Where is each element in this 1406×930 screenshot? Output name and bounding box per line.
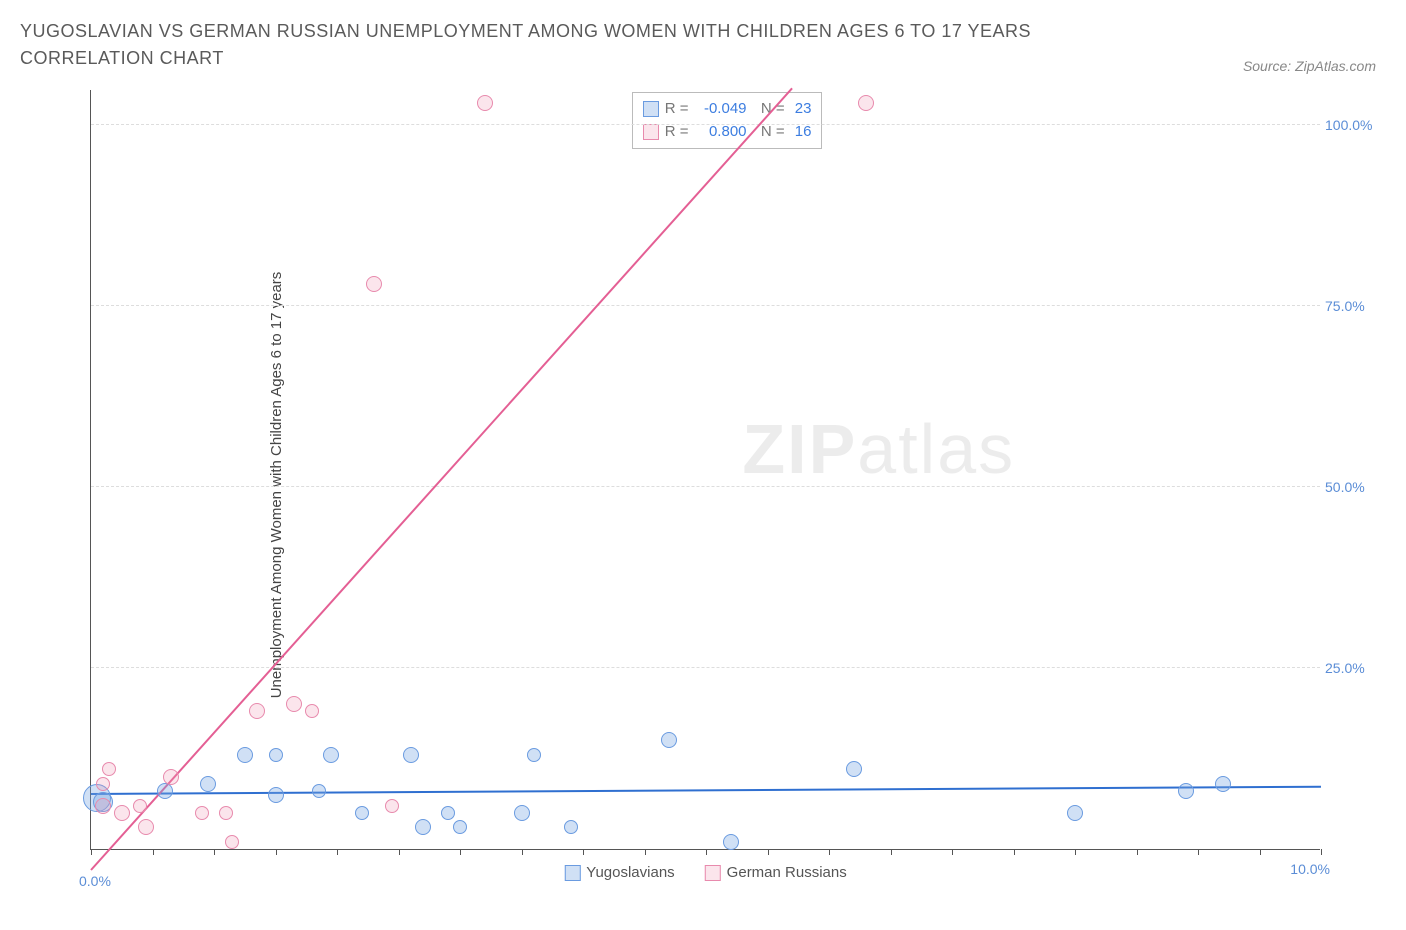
data-point: [453, 820, 467, 834]
data-point: [268, 787, 284, 803]
data-point: [138, 819, 154, 835]
legend-item: Yugoslavians: [564, 864, 674, 881]
y-tick-label: 25.0%: [1325, 660, 1380, 676]
x-tick: [645, 849, 646, 855]
data-point: [95, 798, 111, 814]
data-point: [200, 776, 216, 792]
x-tick-label: 0.0%: [79, 873, 111, 889]
data-point: [286, 696, 302, 712]
data-point: [157, 783, 173, 799]
data-point: [96, 777, 110, 791]
data-point: [219, 806, 233, 820]
x-tick: [1014, 849, 1015, 855]
x-tick: [768, 849, 769, 855]
watermark: ZIPatlas: [742, 409, 1015, 489]
data-point: [305, 704, 319, 718]
source-label: Source: ZipAtlas.com: [1243, 58, 1376, 74]
legend-label: German Russians: [727, 864, 847, 881]
data-point: [249, 703, 265, 719]
data-point: [846, 761, 862, 777]
x-tick: [1260, 849, 1261, 855]
x-tick: [153, 849, 154, 855]
data-point: [195, 806, 209, 820]
x-tick: [276, 849, 277, 855]
data-point: [527, 748, 541, 762]
data-point: [385, 799, 399, 813]
x-tick: [214, 849, 215, 855]
chart-area: Unemployment Among Women with Children A…: [55, 90, 1375, 880]
legend-r-value: -0.049: [695, 98, 747, 121]
data-point: [1215, 776, 1231, 792]
watermark-bold: ZIP: [742, 410, 857, 488]
legend-swatch: [705, 865, 721, 881]
data-point: [102, 762, 116, 776]
legend-swatch: [643, 101, 659, 117]
legend-stats-box: R =-0.049 N = 23R =0.800 N = 16: [632, 92, 823, 149]
data-point: [114, 805, 130, 821]
y-tick-label: 100.0%: [1325, 117, 1380, 133]
x-tick: [460, 849, 461, 855]
gridline: [91, 667, 1320, 668]
x-tick: [891, 849, 892, 855]
trendline: [90, 87, 793, 870]
chart-title: YUGOSLAVIAN VS GERMAN RUSSIAN UNEMPLOYME…: [20, 18, 1120, 72]
data-point: [441, 806, 455, 820]
data-point: [661, 732, 677, 748]
data-point: [323, 747, 339, 763]
x-tick: [583, 849, 584, 855]
legend-swatch: [564, 865, 580, 881]
data-point: [133, 799, 147, 813]
x-tick: [706, 849, 707, 855]
legend-n-value: 23: [791, 98, 812, 121]
x-tick: [1198, 849, 1199, 855]
y-tick-label: 75.0%: [1325, 298, 1380, 314]
data-point: [564, 820, 578, 834]
gridline: [91, 486, 1320, 487]
data-point: [312, 784, 326, 798]
x-tick: [91, 849, 92, 855]
x-tick: [952, 849, 953, 855]
x-tick: [1075, 849, 1076, 855]
legend-r-label: R =: [665, 98, 689, 121]
bottom-legend: Yugoslavians German Russians: [564, 864, 846, 881]
scatter-plot: ZIPatlas R =-0.049 N = 23R =0.800 N = 16…: [90, 90, 1320, 850]
data-point: [403, 747, 419, 763]
legend-swatch: [643, 124, 659, 140]
data-point: [858, 95, 874, 111]
gridline: [91, 124, 1320, 125]
data-point: [237, 747, 253, 763]
legend-item: German Russians: [705, 864, 847, 881]
data-point: [269, 748, 283, 762]
data-point: [355, 806, 369, 820]
watermark-light: atlas: [857, 410, 1015, 488]
data-point: [1067, 805, 1083, 821]
data-point: [366, 276, 382, 292]
x-tick-label: 10.0%: [1290, 861, 1330, 877]
gridline: [91, 305, 1320, 306]
x-tick: [337, 849, 338, 855]
data-point: [723, 834, 739, 850]
x-tick: [829, 849, 830, 855]
data-point: [1178, 783, 1194, 799]
data-point: [163, 769, 179, 785]
data-point: [225, 835, 239, 849]
x-tick: [1137, 849, 1138, 855]
x-tick: [399, 849, 400, 855]
x-tick: [1321, 849, 1322, 855]
y-tick-label: 50.0%: [1325, 479, 1380, 495]
x-tick: [522, 849, 523, 855]
legend-stats-row: R =-0.049 N = 23: [643, 98, 812, 121]
data-point: [514, 805, 530, 821]
data-point: [415, 819, 431, 835]
legend-label: Yugoslavians: [586, 864, 674, 881]
data-point: [477, 95, 493, 111]
